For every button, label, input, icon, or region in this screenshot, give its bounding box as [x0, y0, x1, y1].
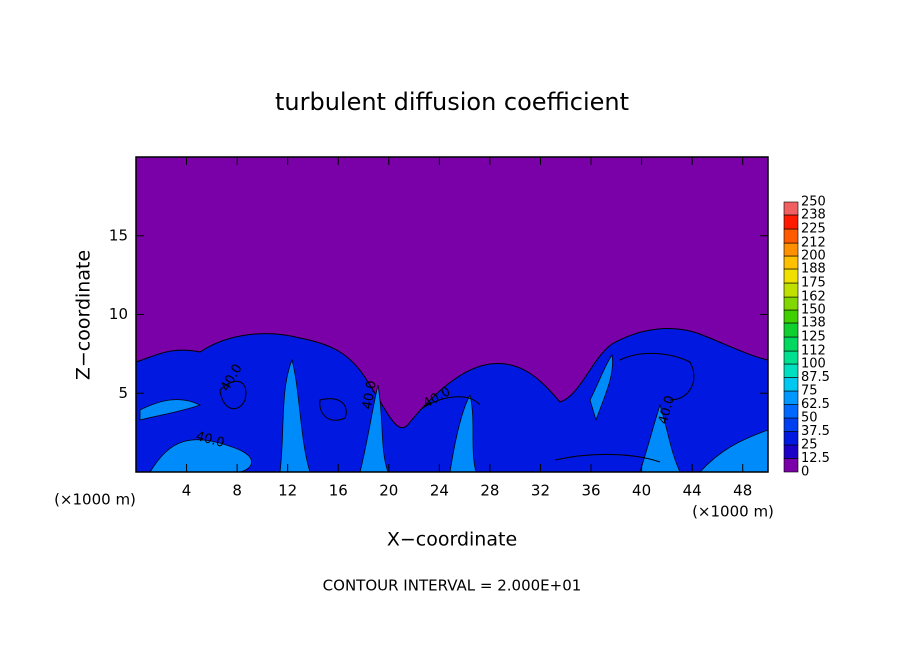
y-tick-label: 10 [109, 305, 128, 323]
colorbar-label: 12.5 [801, 451, 830, 466]
field-streak [149, 439, 252, 473]
field-streak [639, 403, 681, 473]
contour-line [554, 453, 661, 463]
colorbar-label: 138 [801, 315, 826, 330]
chart-title: turbulent diffusion coefficient [275, 88, 629, 116]
field-streak [279, 358, 311, 473]
colorbar-label: 225 [801, 222, 826, 237]
colorbar-bin [783, 228, 799, 244]
x-unit-left: (×1000 m) [54, 491, 136, 509]
colorbar-label: 212 [801, 236, 826, 251]
x-tick-label: 12 [278, 482, 297, 500]
colorbar-bin [783, 242, 799, 257]
contour-line [419, 396, 481, 411]
colorbar-label: 162 [801, 290, 826, 305]
colorbar-label: 62.5 [801, 397, 830, 412]
contour-label: 40.0 [360, 379, 380, 410]
contour-line [219, 380, 247, 410]
colorbar-bin [783, 336, 799, 352]
x-tick-label: 32 [531, 482, 550, 500]
colorbar-label: 188 [801, 261, 826, 276]
contour-label: 40.0 [194, 429, 226, 451]
x-tick-label: 16 [329, 482, 348, 500]
colorbar-label: 125 [801, 330, 826, 345]
colorbar-bin [783, 296, 799, 311]
colorbar-label: 50 [801, 411, 818, 426]
colorbar-bin [783, 431, 799, 446]
colorbar-bin [783, 363, 799, 378]
y-tick-label: 5 [118, 384, 128, 402]
colorbar-bin [783, 404, 799, 419]
colorbar-label: 100 [801, 357, 826, 372]
colorbar-bin [783, 309, 799, 324]
x-tick-label: 20 [379, 482, 398, 500]
colorbar-bin [783, 390, 799, 405]
contour-label: 40.0 [656, 394, 678, 426]
x-tick-label: 24 [430, 482, 449, 500]
field-streak [449, 393, 477, 473]
field-streak [139, 399, 202, 421]
x-tick-label: 8 [232, 482, 242, 500]
colorbar-bin [783, 268, 799, 284]
footer-note: CONTOUR INTERVAL = 2.000E+01 [323, 577, 582, 595]
field: 40.040.040.0 40.0 40.0 [135, 157, 769, 473]
colorbar-label: 87.5 [801, 370, 830, 385]
contour-line [619, 352, 695, 401]
colorbar-label: 37.5 [801, 424, 830, 439]
colorbar-bin [783, 282, 799, 298]
colorbar-label: 250 [801, 195, 826, 210]
colorbar-bin [783, 444, 799, 459]
y-tick-label: 15 [109, 226, 128, 244]
colorbar-bin [783, 214, 799, 230]
colorbar-bin [783, 322, 799, 338]
x-tick-label: 44 [683, 482, 702, 500]
colorbar-label: 238 [801, 207, 826, 222]
axes: 4 8 12 16 20 24 28 32 36 40 44 4851015012.52537.550… [109, 156, 830, 500]
x-tick-label: 28 [480, 482, 499, 500]
x-axis-label: X−coordinate [387, 529, 517, 551]
colorbar-bin [783, 201, 799, 216]
x-tick-label: 36 [581, 482, 600, 500]
colorbar-bin [783, 255, 799, 270]
colorbar-bin [783, 417, 799, 432]
x-tick-label: 40 [632, 482, 651, 500]
colorbar-label: 75 [801, 384, 818, 399]
colorbar-label: 200 [801, 249, 826, 264]
x-tick-label: 48 [733, 482, 752, 500]
y-axis-label: Z−coordinate [73, 250, 95, 380]
x-unit-right: (×1000 m) [692, 503, 774, 521]
x-tick-label: 4 [182, 482, 192, 500]
colorbar-label: 0 [801, 465, 809, 480]
field-streak [359, 384, 389, 473]
colorbar-label: 112 [801, 344, 826, 359]
colorbar-bin [783, 377, 799, 392]
colorbar-label: 175 [801, 276, 826, 291]
contour-line [319, 398, 347, 421]
colorbar-bin [783, 350, 799, 365]
field-streak [589, 353, 613, 422]
colorbar-label: 150 [801, 303, 826, 318]
colorbar-label: 25 [801, 438, 818, 453]
colorbar-bin [783, 458, 799, 473]
